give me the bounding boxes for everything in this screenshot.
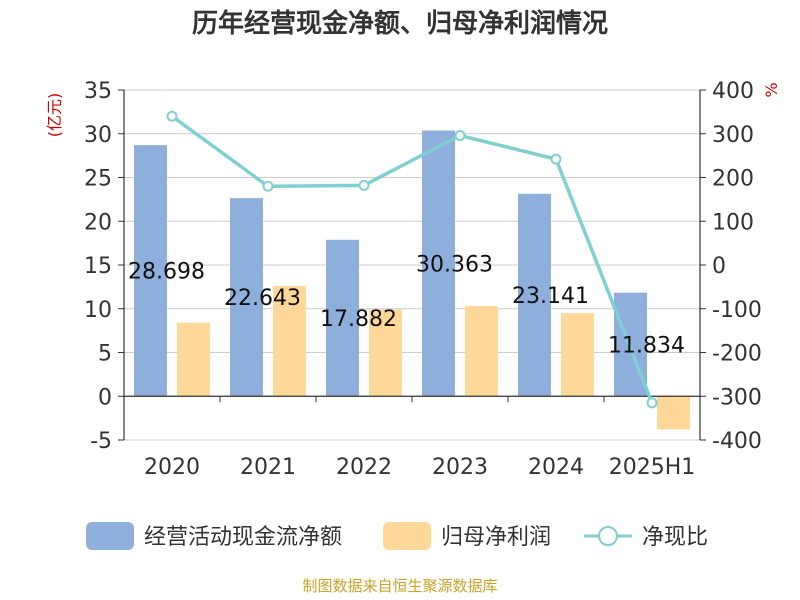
cashflow-bar[interactable] (518, 193, 551, 397)
legend-marker (598, 526, 618, 546)
data-labels: 28.698 22.643 17.882 30.363 23.141 11.834 (128, 252, 685, 358)
right-tick-label: -200 (712, 342, 762, 367)
left-tick-label: -5 (90, 429, 112, 454)
data-label: 22.643 (224, 286, 301, 311)
category-label: 2021 (240, 455, 296, 480)
legend-swatch (86, 522, 134, 550)
right-tick-label: 0 (712, 254, 726, 279)
axes: -5 0 5 10 15 20 25 30 35 -400 -300 -200 -100 0 100 200 3… (84, 79, 762, 480)
legend-item[interactable]: 归母净利润 (383, 522, 551, 550)
legend-item[interactable]: 净现比 (584, 525, 708, 550)
category-label: 2025H1 (609, 455, 696, 480)
legend-item[interactable]: 经营活动现金流净额 (86, 522, 342, 550)
category-label: 2023 (432, 455, 488, 480)
legend-label: 经营活动现金流净额 (144, 525, 342, 550)
ratio-point[interactable] (166, 110, 178, 122)
right-tick-label: 400 (712, 79, 754, 104)
net-profit-bar[interactable] (561, 313, 594, 397)
left-axis-unit: (亿元) (45, 93, 64, 138)
right-tick-label: -100 (712, 298, 762, 323)
ratio-point[interactable] (454, 130, 466, 141)
cashflow-bar[interactable] (326, 239, 359, 397)
cashflow-bar[interactable] (134, 145, 167, 397)
net-profit-bar[interactable] (177, 322, 210, 397)
left-tick-label: 25 (84, 167, 112, 192)
data-label: 11.834 (608, 333, 685, 358)
cashflow-bar[interactable] (230, 198, 263, 397)
data-label: 28.698 (128, 260, 205, 285)
left-tick-label: 0 (98, 385, 112, 410)
right-tick-label: 100 (712, 210, 754, 235)
category-label: 2022 (336, 455, 392, 480)
data-label: 30.363 (416, 252, 493, 277)
ratio-point[interactable] (358, 179, 370, 191)
left-tick-label: 15 (84, 254, 112, 279)
ratio-line-path (170, 114, 654, 404)
category-label: 2020 (144, 455, 200, 480)
ratio-point[interactable] (550, 153, 562, 165)
net-profit-bar[interactable] (273, 286, 306, 397)
right-tick-label: 200 (712, 167, 754, 192)
ratio-point[interactable] (262, 180, 274, 192)
left-tick-label: 35 (84, 79, 112, 104)
legend-label: 净现比 (642, 525, 708, 550)
left-tick-label: 30 (84, 123, 112, 148)
bars (134, 130, 690, 430)
cashflow-bar[interactable] (422, 130, 455, 397)
left-tick-label: 10 (84, 298, 112, 323)
category-label: 2024 (528, 455, 584, 480)
left-tick-label: 20 (84, 210, 112, 235)
ratio-line (166, 110, 658, 409)
right-tick-label: -400 (712, 429, 762, 454)
right-tick-label: -300 (712, 385, 762, 410)
left-tick-label: 5 (98, 342, 112, 367)
ratio-point[interactable] (646, 397, 658, 409)
data-label: 23.141 (512, 284, 589, 309)
legend-swatch (383, 522, 431, 550)
chart-title: 历年经营现金净额、归母净利润情况 (192, 8, 608, 39)
right-tick-label: 300 (712, 123, 754, 148)
right-axis-unit: % (762, 82, 781, 97)
net-profit-bar[interactable] (465, 306, 498, 397)
legend-label: 归母净利润 (441, 525, 551, 550)
legend[interactable]: 经营活动现金流净额 归母净利润 净现比 (86, 522, 708, 550)
net-profit-bar[interactable] (369, 309, 402, 397)
data-label: 17.882 (320, 307, 397, 332)
source-note: 制图数据来自恒生聚源数据库 (302, 577, 497, 595)
net-profit-bar[interactable] (657, 396, 690, 430)
